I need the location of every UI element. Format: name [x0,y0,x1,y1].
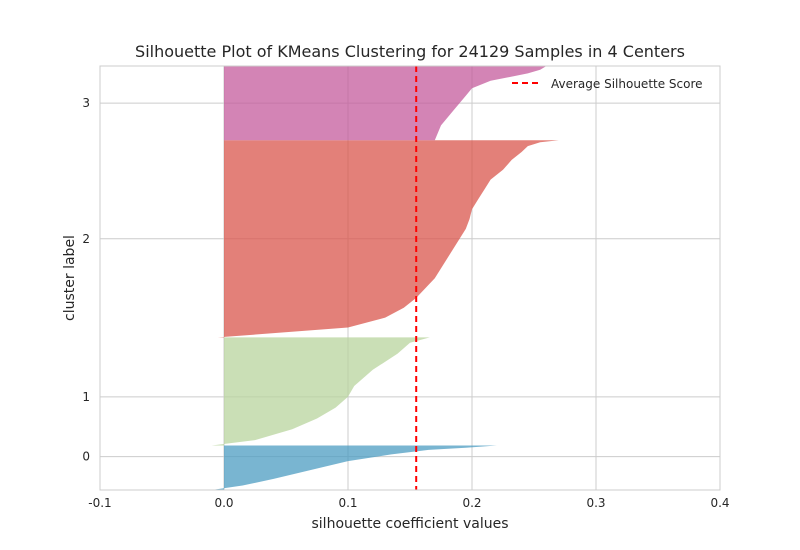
legend: Average Silhouette Score [512,77,703,91]
legend-label: Average Silhouette Score [551,77,703,91]
cluster-areas [211,66,559,490]
x-tick-label: 0.1 [338,496,357,510]
x-axis-title: silhouette coefficient values [312,516,509,532]
cluster-1-area [211,337,430,446]
x-tick-label: 0.3 [586,496,605,510]
x-tick-label: -0.1 [88,496,111,510]
y-tick-label: 3 [82,96,90,110]
y-tick-label: 1 [82,390,90,404]
cluster-2-area [217,140,559,338]
chart-title: Silhouette Plot of KMeans Clustering for… [135,42,685,61]
axis-ticks: -0.1 0.0 0.1 0.2 0.3 0.4 0 1 2 3 [82,96,729,510]
cluster-0-area [211,445,497,490]
x-tick-label: 0.2 [462,496,481,510]
cluster-3-area [224,66,547,141]
x-tick-label: 0.0 [214,496,233,510]
y-axis-title: cluster label [62,235,78,321]
y-tick-label: 2 [82,232,90,246]
y-tick-label: 0 [82,450,90,464]
x-tick-label: 0.4 [710,496,729,510]
plot-frame [99,65,721,491]
